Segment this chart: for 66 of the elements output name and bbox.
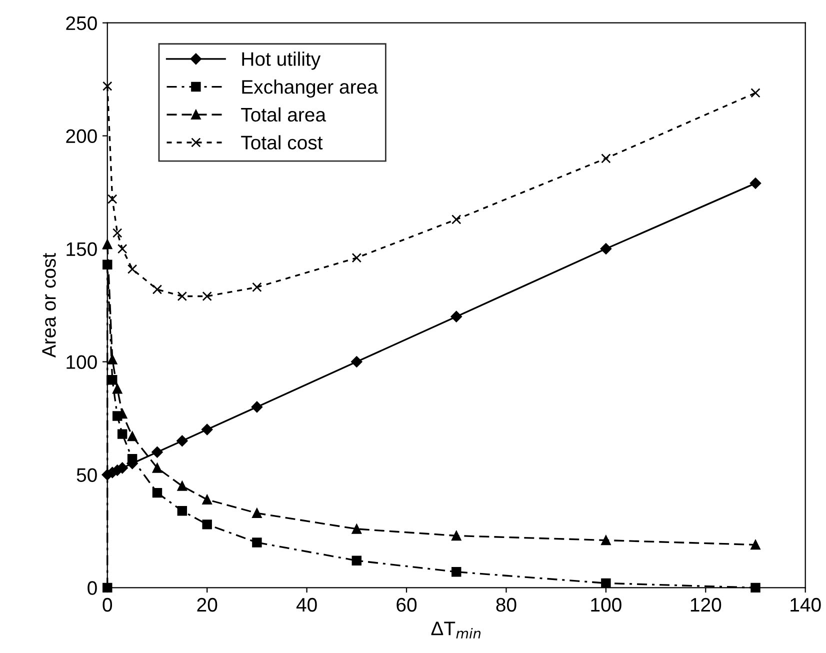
x-tick-label: 0	[102, 598, 112, 612]
point	[452, 530, 462, 541]
point	[127, 431, 138, 442]
x-axis-title: ΔT$_{min}$	[431, 622, 480, 638]
point	[176, 435, 188, 446]
point	[152, 463, 162, 473]
x-tick-label: 100	[591, 598, 622, 612]
point	[102, 81, 112, 91]
point	[108, 194, 118, 204]
point	[252, 282, 262, 292]
point	[102, 260, 112, 270]
point	[108, 374, 118, 385]
point	[202, 291, 212, 302]
point	[127, 264, 138, 274]
point	[352, 524, 362, 534]
x-tick-label: 80	[496, 598, 516, 612]
point	[750, 582, 760, 593]
legend-label: Total area	[241, 107, 326, 122]
point	[112, 228, 122, 238]
point	[201, 424, 213, 436]
legend-label: Total cost	[241, 135, 323, 150]
point	[750, 178, 762, 189]
point	[252, 508, 262, 518]
y-tick-label: 0	[88, 581, 97, 595]
point	[177, 291, 188, 302]
point	[251, 401, 263, 413]
point	[252, 538, 262, 548]
y-axis-title: Area or cost	[42, 253, 56, 358]
point	[600, 243, 612, 254]
x-tick-label: 60	[396, 598, 417, 612]
y-tick-label: 50	[76, 468, 97, 482]
point	[352, 252, 362, 263]
point	[750, 540, 760, 550]
point	[202, 494, 212, 504]
y-tick-label: 100	[66, 355, 97, 369]
point	[112, 411, 122, 421]
point	[117, 244, 128, 254]
x-tick-label: 120	[690, 598, 722, 612]
x-tick-label: 140	[790, 598, 821, 612]
x-tick-label: 40	[296, 598, 317, 612]
point	[112, 384, 122, 394]
point	[102, 239, 112, 250]
point	[601, 154, 611, 164]
point	[452, 567, 462, 577]
point	[152, 446, 163, 458]
legend-label: Hot utility	[242, 52, 321, 70]
point	[152, 284, 162, 294]
y-tick-label: 250	[66, 16, 97, 30]
point	[351, 356, 362, 368]
legend-label: Exchanger area	[242, 80, 378, 98]
y-tick-label: 200	[66, 129, 97, 144]
point	[601, 535, 611, 546]
point	[117, 429, 128, 439]
point	[152, 488, 162, 498]
point	[450, 310, 462, 322]
point	[177, 506, 188, 516]
point	[108, 354, 118, 364]
point	[750, 88, 760, 98]
x-tick-label: 20	[197, 598, 218, 612]
y-tick-label: 150	[66, 242, 97, 256]
point	[102, 582, 112, 593]
point	[202, 520, 212, 530]
point	[601, 578, 611, 588]
point	[452, 214, 462, 224]
point	[352, 556, 362, 566]
point	[177, 481, 188, 491]
